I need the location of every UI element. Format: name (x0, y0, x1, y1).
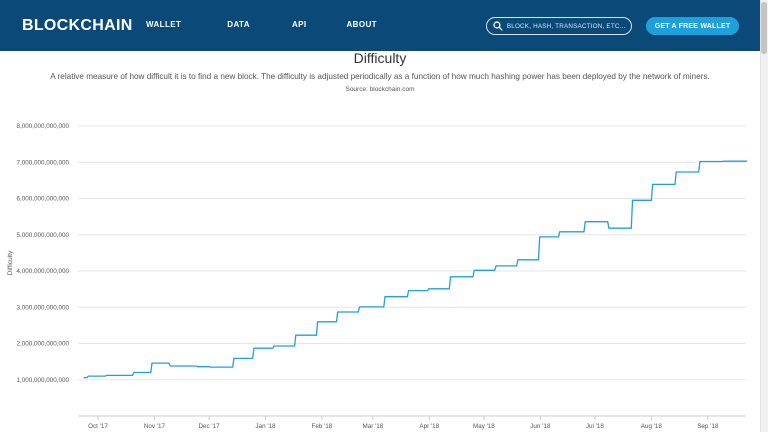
y-tick-label: 5,000,000,000,000 (16, 232, 69, 239)
nav-item-data[interactable]: DATA (227, 20, 250, 29)
search-input[interactable] (506, 22, 631, 30)
x-tick-label: Oct '17 (88, 423, 108, 430)
x-tick-label: Jul '18 (586, 423, 605, 430)
y-tick-label: 6,000,000,000,000 (16, 196, 69, 203)
x-tick-label: Apr '18 (419, 423, 439, 430)
y-tick-label: 7,000,000,000,000 (16, 159, 69, 166)
x-tick-label: Dec '17 (198, 423, 220, 430)
page-description: A relative measure of how difficult it i… (50, 72, 710, 81)
search-icon (493, 21, 503, 31)
x-tick-label: Aug '18 (641, 423, 663, 430)
scrollbar-track[interactable] (760, 0, 768, 432)
difficulty-series-line[interactable] (83, 160, 748, 379)
nav-item-about[interactable]: ABOUT (346, 20, 377, 29)
y-axis-label: Difficulty (7, 250, 14, 275)
x-tick-label: Jun '18 (530, 423, 551, 430)
y-tick-label: 4,000,000,000,000 (16, 268, 69, 275)
nav-item-wallet[interactable]: WALLET (146, 20, 182, 29)
y-tick-label: 2,000,000,000,000 (16, 341, 69, 348)
y-tick-label: 8,000,000,000,000 (16, 123, 69, 130)
x-tick-label: Nov '17 (144, 423, 166, 430)
main-nav: WALLET DATA API ABOUT (146, 20, 423, 29)
y-tick-label: 1,000,000,000,000 (16, 377, 69, 384)
difficulty-chart: 1,000,000,000,000 2,000,000,000,000 3,000,… (7, 123, 748, 430)
scrollbar-thumb[interactable] (761, 2, 767, 54)
x-tick-label: Feb '18 (311, 423, 332, 430)
x-tick-label: Sep '18 (697, 423, 719, 430)
source-note: Source: blockchain.com (345, 86, 415, 93)
x-tick-label: Mar '18 (362, 423, 383, 430)
y-tick-label: 3,000,000,000,000 (16, 304, 69, 311)
x-tick-label: May '18 (473, 423, 495, 430)
x-tick-label: Jan '18 (255, 423, 276, 430)
header-bar: BLOCKCHAIN WALLET DATA API ABOUT GET A F… (0, 0, 760, 51)
logo[interactable]: BLOCKCHAIN (22, 17, 133, 34)
nav-item-api[interactable]: API (291, 20, 307, 29)
search-box[interactable] (486, 17, 632, 35)
get-free-wallet-button[interactable]: GET A FREE WALLET (646, 17, 739, 35)
page-title: Difficulty (353, 50, 407, 66)
